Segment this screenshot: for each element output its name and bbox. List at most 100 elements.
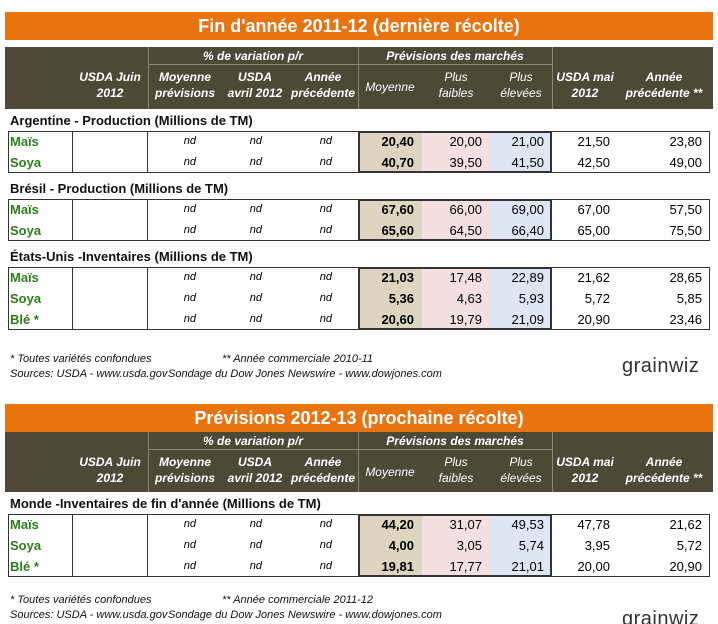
usda-juin-cell: [72, 514, 148, 577]
value-cell: 3,05: [456, 538, 482, 553]
value-cell: 49,00: [669, 155, 702, 170]
usda-juin-cell: [72, 131, 148, 173]
header-label: 2012: [96, 471, 124, 485]
value-cell: 47,78: [577, 517, 610, 532]
shaded-column: [358, 514, 422, 577]
header-label: Année: [304, 70, 342, 84]
header-label: Moyenne: [158, 455, 211, 469]
header-group: % de variation p/r: [148, 432, 358, 450]
value-cell: 28,65: [669, 270, 702, 285]
group-label: Argentine - Production (Millions de TM): [10, 113, 253, 128]
nd-cell: nd: [183, 271, 196, 283]
usda-juin-cell: [72, 199, 148, 241]
header-label: avril 2012: [227, 471, 283, 485]
value-cell: 4,00: [388, 538, 414, 553]
section-title: Prévisions 2012-13 (prochaine récolte): [5, 404, 713, 432]
nd-cell: nd: [249, 135, 262, 147]
value-cell: 66,40: [511, 223, 544, 238]
nd-cell: nd: [183, 203, 196, 215]
nd-cell: nd: [319, 271, 332, 283]
value-cell: 4,63: [456, 291, 482, 306]
nd-cell: nd: [319, 224, 332, 236]
value-cell: 21,01: [511, 559, 544, 574]
value-cell: 21,62: [577, 270, 610, 285]
value-cell: 20,90: [669, 559, 702, 574]
row-name: Blé *: [10, 559, 39, 574]
row-name: Soya: [10, 291, 42, 306]
header-group: Prévisions des marchés: [358, 432, 552, 450]
value-cell: 3,95: [584, 538, 610, 553]
header-label: précédente: [290, 471, 356, 485]
nd-cell: nd: [319, 313, 332, 325]
value-cell: 20,00: [577, 559, 610, 574]
note: * Toutes variétés confondues: [10, 353, 152, 365]
note: Sources: USDA - www.usda.gov: [10, 368, 168, 380]
nd-cell: nd: [319, 156, 332, 168]
header-band: [5, 47, 713, 109]
value-cell: 66,00: [449, 202, 482, 217]
nd-cell: nd: [249, 539, 262, 551]
header-label: faibles: [438, 86, 474, 100]
header-label: prévisions: [154, 471, 216, 485]
header-label: Année: [645, 455, 683, 469]
value-cell: 17,48: [449, 270, 482, 285]
header-label: Plus: [509, 70, 533, 84]
logo: grainwiz: [622, 608, 700, 624]
value-cell: 49,53: [511, 517, 544, 532]
shaded-column: [490, 131, 552, 173]
usda-juin-cell: [72, 267, 148, 330]
header-label: Plus: [444, 455, 468, 469]
header-label: USDA Juin: [79, 455, 141, 469]
value-cell: 5,85: [676, 291, 702, 306]
value-cell: 44,20: [381, 517, 414, 532]
nd-cell: nd: [249, 560, 262, 572]
value-cell: 40,70: [381, 155, 414, 170]
forecast-frame: [358, 514, 552, 577]
header-label: USDA Juin: [79, 70, 141, 84]
header-label: élevées: [500, 471, 542, 485]
nd-cell: nd: [183, 156, 196, 168]
value-cell: 21,50: [577, 134, 610, 149]
value-cell: 65,00: [577, 223, 610, 238]
value-cell: 23,46: [669, 312, 702, 327]
value-cell: 19,81: [381, 559, 414, 574]
header-label: précédente: [290, 86, 356, 100]
nd-cell: nd: [183, 313, 196, 325]
header-divider: [358, 47, 359, 109]
row-name: Blé *: [10, 312, 39, 327]
nd-cell: nd: [249, 156, 262, 168]
value-cell: 64,50: [449, 223, 482, 238]
value-cell: 21,00: [511, 134, 544, 149]
value-cell: 5,72: [584, 291, 610, 306]
nd-cell: nd: [183, 135, 196, 147]
shaded-column: [358, 131, 422, 173]
nd-cell: nd: [249, 224, 262, 236]
note: * Toutes variétés confondues: [10, 594, 152, 606]
shaded-column: [358, 267, 422, 330]
group-label: Brésil - Production (Millions de TM): [10, 181, 229, 196]
header-divider: [148, 47, 149, 109]
nd-cell: nd: [183, 224, 196, 236]
row-name: Soya: [10, 538, 42, 553]
value-cell: 42,50: [577, 155, 610, 170]
value-cell: 67,00: [577, 202, 610, 217]
header-divider: [552, 432, 553, 492]
header-label: USDA mai: [556, 455, 614, 469]
header-label: Année: [304, 455, 342, 469]
header-label: avril 2012: [227, 86, 283, 100]
value-cell: 5,72: [676, 538, 702, 553]
shaded-column: [422, 514, 490, 577]
value-cell: 41,50: [511, 155, 544, 170]
shaded-column: [422, 267, 490, 330]
nd-cell: nd: [249, 518, 262, 530]
row-name: Maïs: [10, 517, 39, 532]
value-cell: 20,40: [381, 134, 414, 149]
value-cell: 17,77: [449, 559, 482, 574]
value-cell: 69,00: [511, 202, 544, 217]
value-cell: 5,36: [388, 291, 414, 306]
value-cell: 20,00: [449, 134, 482, 149]
header-divider: [552, 47, 553, 109]
header-label: Moyenne: [158, 70, 211, 84]
header-label: élevées: [500, 86, 542, 100]
header-label: faibles: [438, 471, 474, 485]
